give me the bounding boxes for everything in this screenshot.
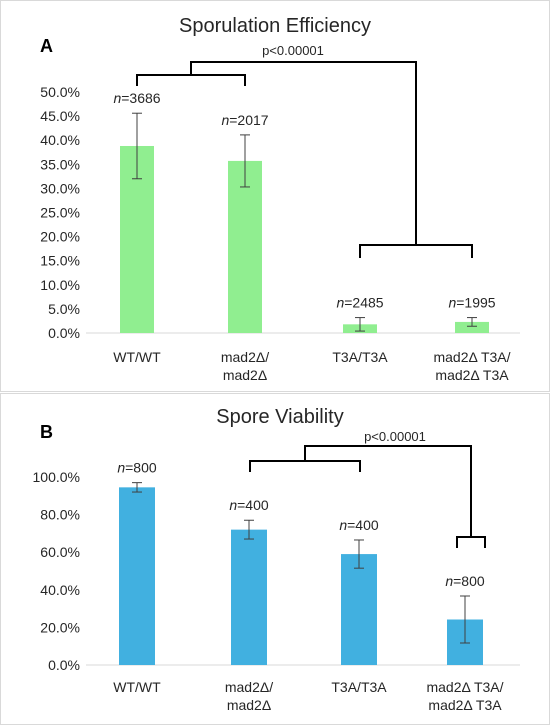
y-tick-label: 100.0% xyxy=(33,469,80,485)
n-label: n=400 xyxy=(339,517,379,533)
panel-b-title: Spore Viability xyxy=(216,406,343,428)
y-tick-label: 40.0% xyxy=(40,132,80,148)
category-label: WT/WT xyxy=(113,679,161,695)
panel-b-frame xyxy=(0,393,550,725)
error-bar xyxy=(467,317,477,327)
panel-a-n-labels: n=3686 n=2017 n=2485 n=1995 xyxy=(113,90,495,310)
y-tick-label: 30.0% xyxy=(40,180,80,196)
error-bar xyxy=(460,595,470,644)
panel-b: Spore Viability B 0.0% 20.0% 40.0% 60.0% 80.… xyxy=(0,393,550,725)
n-label: n=800 xyxy=(445,573,485,589)
y-tick-label: 0.0% xyxy=(48,325,80,341)
category-label: mad2Δ T3A/mad2Δ T3A xyxy=(433,349,510,383)
error-bar xyxy=(354,539,364,569)
bar xyxy=(341,554,377,665)
y-tick-label: 80.0% xyxy=(40,507,80,523)
y-tick-label: 60.0% xyxy=(40,544,80,560)
error-bar xyxy=(244,519,254,540)
error-bar xyxy=(355,317,365,332)
panel-b-n-labels: n=800 n=400 n=400 n=800 xyxy=(117,460,485,589)
y-tick-label: 20.0% xyxy=(40,619,80,635)
y-tick-label: 10.0% xyxy=(40,277,80,293)
error-bar xyxy=(132,112,142,180)
panel-a-y-ticks: 0.0% 5.0% 10.0% 15.0% 20.0% 25.0% 30.0% 35.0% 40… xyxy=(40,84,80,341)
panel-a-category-labels: WT/WT mad2Δ/mad2Δ T3A/T3A mad2Δ T3A/mad2Δ T… xyxy=(113,349,510,383)
panel-b-error-bars xyxy=(132,482,470,644)
category-label: T3A/T3A xyxy=(332,349,388,365)
category-label: mad2Δ/mad2Δ xyxy=(225,679,273,713)
panel-a-error-bars xyxy=(132,112,477,332)
y-tick-label: 5.0% xyxy=(48,301,80,317)
panel-a-title: Sporulation Efficiency xyxy=(179,15,371,37)
y-tick-label: 25.0% xyxy=(40,205,80,221)
y-tick-label: 15.0% xyxy=(40,253,80,269)
category-label: T3A/T3A xyxy=(331,679,387,695)
category-label: mad2Δ T3A/mad2Δ T3A xyxy=(426,679,503,713)
panel-a-p-value: p<0.00001 xyxy=(262,43,324,58)
panel-b-letter: B xyxy=(40,422,53,442)
n-label: n=1995 xyxy=(448,295,495,311)
n-label: n=400 xyxy=(229,497,269,513)
bar xyxy=(119,487,155,665)
error-bar xyxy=(132,482,142,493)
panel-b-y-ticks: 0.0% 20.0% 40.0% 60.0% 80.0% 100.0% xyxy=(33,469,80,673)
panel-a-letter: A xyxy=(40,36,53,56)
panel-b-bars xyxy=(119,487,483,665)
panel-b-bracket-top xyxy=(304,445,472,537)
bar xyxy=(231,529,267,665)
category-label: WT/WT xyxy=(113,349,161,365)
panel-b-category-labels: WT/WT mad2Δ/mad2Δ T3A/T3A mad2Δ T3A/mad2Δ T… xyxy=(113,679,503,713)
panel-a-significance: p<0.00001 xyxy=(136,43,473,258)
y-tick-label: 50.0% xyxy=(40,84,80,100)
n-label: n=2485 xyxy=(336,295,383,311)
n-label: n=3686 xyxy=(113,90,160,106)
y-tick-label: 0.0% xyxy=(48,657,80,673)
panel-b-significance: p<0.00001 xyxy=(249,429,486,548)
error-bar xyxy=(240,134,250,188)
y-tick-label: 40.0% xyxy=(40,582,80,598)
n-label: n=2017 xyxy=(221,112,268,128)
panel-a: Sporulation Efficiency A 0.0% 5.0% 10.0% 15… xyxy=(0,0,550,392)
category-label: mad2Δ/mad2Δ xyxy=(221,349,269,383)
panel-b-p-value: p<0.00001 xyxy=(364,429,426,444)
y-tick-label: 35.0% xyxy=(40,156,80,172)
n-label: n=800 xyxy=(117,460,157,476)
y-tick-label: 20.0% xyxy=(40,229,80,245)
panel-a-bracket-top xyxy=(190,61,417,245)
bar xyxy=(228,160,262,333)
y-tick-label: 45.0% xyxy=(40,108,80,124)
bar xyxy=(455,321,489,333)
